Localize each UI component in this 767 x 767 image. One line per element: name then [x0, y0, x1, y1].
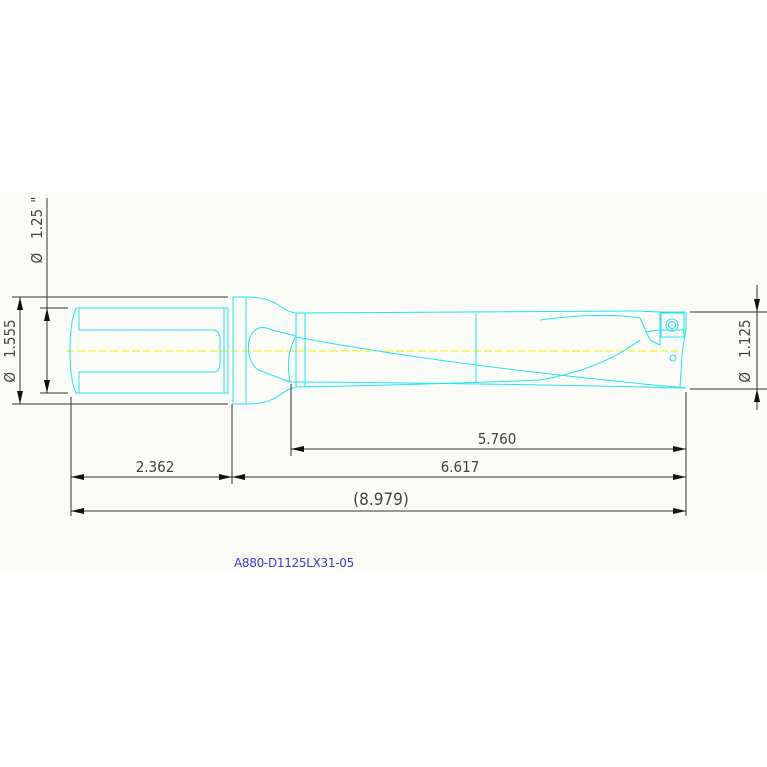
shank-length-label: 2.362 [136, 458, 175, 476]
extension-lines [70, 384, 687, 516]
dimension-shank-length [71, 474, 232, 480]
drawing-area [0, 192, 767, 572]
drill-body [289, 310, 687, 389]
dimension-body-length [232, 474, 686, 480]
dimension-overall-length [71, 508, 686, 514]
body-length-label: 6.617 [441, 458, 480, 476]
drill-diameter-label: Ø1.125 [736, 319, 754, 382]
shank-diameter-label: Ø1.25" [28, 197, 46, 264]
dimension-drill-diameter [690, 285, 767, 410]
dimension-shank-diameter [40, 198, 68, 394]
part-number: A880-D1125LX31-05 [234, 556, 354, 570]
overall-length-label: (8.979) [353, 490, 409, 510]
dimension-flute-length [291, 446, 686, 452]
shank [69, 307, 229, 394]
dimension-flange-diameter [12, 296, 228, 405]
flute-length-label: 5.760 [478, 430, 517, 448]
flange-diameter-label: Ø1.555 [1, 319, 19, 382]
